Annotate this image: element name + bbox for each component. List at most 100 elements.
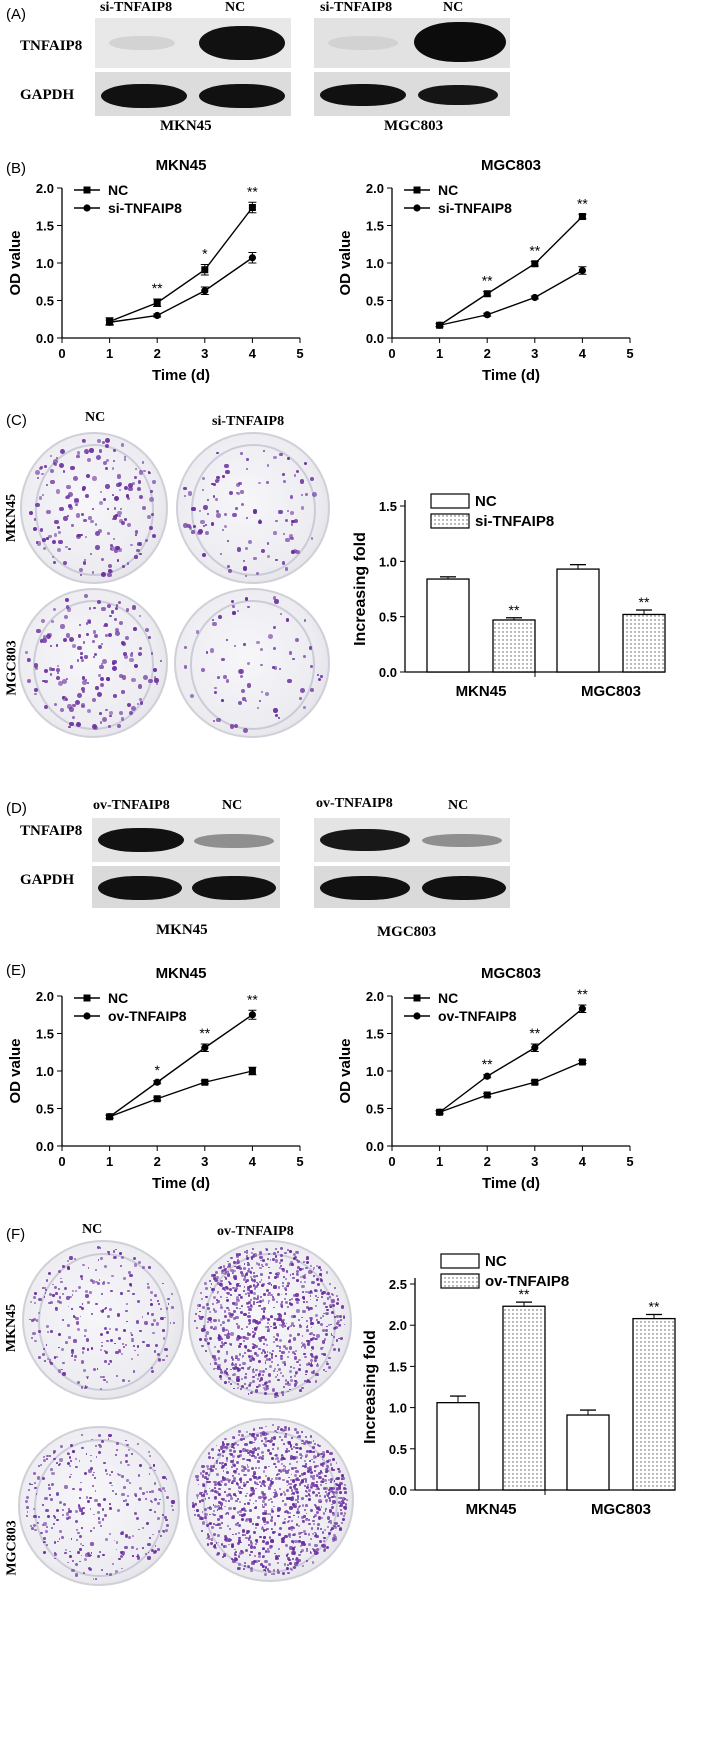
dish-rim — [34, 1438, 165, 1578]
colony-dot — [268, 634, 274, 640]
colony-dot — [60, 624, 65, 629]
colony-dot — [292, 548, 298, 554]
colony-dot — [233, 1442, 237, 1446]
colony-dot — [244, 547, 248, 551]
colony-dot — [101, 716, 107, 722]
colony-dot — [240, 1342, 243, 1345]
y-tick-label: 1.0 — [389, 1401, 407, 1416]
colony-dot — [237, 1523, 242, 1528]
colony-dot — [231, 1363, 234, 1366]
colony-dot — [317, 1487, 321, 1491]
colony-dot — [251, 1247, 255, 1251]
data-point — [201, 266, 209, 274]
colony-dot — [33, 1471, 37, 1475]
colony-dot — [204, 1507, 208, 1511]
colony-dot — [234, 723, 239, 728]
y-tick-label: 2.0 — [36, 989, 54, 1004]
colony-dot — [212, 1480, 216, 1484]
colony-dot — [122, 1378, 126, 1382]
colony-dot — [291, 1492, 294, 1495]
colony-dot — [208, 1537, 211, 1541]
colony-dot — [270, 1477, 273, 1480]
colony-dot — [48, 667, 53, 671]
colony-dot — [111, 517, 115, 521]
band — [418, 85, 498, 105]
colony-dot — [173, 1322, 176, 1325]
colony-dot — [315, 1484, 318, 1487]
colony-dot — [261, 1526, 264, 1528]
colony-dot — [93, 1368, 97, 1372]
colony-dot — [107, 1281, 110, 1284]
colony-dot — [83, 1328, 87, 1332]
colony-dot — [289, 1455, 293, 1459]
colony-dot — [61, 1348, 65, 1352]
colony-dot — [76, 451, 81, 455]
colony-dot — [316, 1277, 320, 1281]
colony-dot — [245, 1251, 249, 1254]
colony-dot — [305, 1512, 308, 1515]
colony-dot — [226, 1335, 230, 1339]
colony-dot — [282, 1571, 286, 1575]
colony-dot — [138, 614, 141, 617]
colony-dot — [256, 1300, 260, 1304]
colony-dot — [57, 525, 61, 529]
colony-dot — [245, 1372, 247, 1375]
colony-dot — [264, 1439, 268, 1443]
colony-dot — [284, 1325, 287, 1328]
colony-dot — [310, 1349, 313, 1352]
colony-dot — [300, 688, 306, 693]
colony-dot — [257, 1559, 261, 1563]
colony-dot — [269, 1258, 272, 1261]
colony-dot — [283, 1503, 288, 1507]
colony-dot — [261, 1455, 265, 1458]
colony-dot — [252, 1301, 256, 1304]
colony-dot — [111, 1484, 113, 1487]
colony-dot — [114, 606, 118, 610]
colony-dot — [230, 1480, 234, 1484]
colony-dot — [255, 1275, 258, 1277]
colony-dot — [246, 1565, 250, 1569]
colony-dot — [154, 1343, 158, 1347]
colony-dot — [277, 1570, 281, 1575]
colony-dot — [217, 1504, 221, 1508]
colony-dot — [226, 1318, 231, 1323]
colony-dot — [233, 1494, 236, 1497]
colony-dot — [205, 1492, 208, 1495]
colony-dot — [233, 1275, 237, 1279]
colony-dot — [224, 1341, 227, 1345]
colony-dot — [309, 1294, 312, 1297]
colony-dot — [183, 523, 189, 529]
colony-dot — [250, 1433, 255, 1437]
colony-dot — [234, 1548, 236, 1551]
colony-dot — [252, 1296, 256, 1300]
colony-dot — [337, 1349, 341, 1353]
colony-dot — [65, 545, 68, 549]
colony-dot — [102, 1554, 105, 1557]
colony-dot — [205, 531, 210, 536]
colony-dot — [308, 1468, 313, 1472]
colony-dot — [302, 1477, 306, 1481]
colony-dot — [89, 1291, 92, 1294]
colony-dot — [322, 1461, 326, 1465]
colony-dot — [272, 1530, 276, 1535]
colony-dot — [246, 1465, 250, 1469]
row-label-f-mkn45: MKN45 — [4, 1303, 20, 1353]
colony-dot — [259, 1296, 262, 1298]
colony-dot — [105, 438, 111, 444]
colony-dot — [222, 1450, 226, 1454]
colony-dot — [337, 1320, 341, 1324]
colony-dot — [255, 1522, 259, 1527]
colony-dot — [125, 1309, 128, 1313]
colony-dot — [303, 1459, 307, 1463]
colony-dot — [316, 1299, 319, 1302]
colony-dot — [170, 1292, 173, 1296]
significance-mark: ** — [649, 1298, 660, 1314]
colony-dot — [243, 1285, 246, 1288]
colony-dot — [91, 697, 97, 702]
colony-dot — [273, 531, 277, 535]
colony-dot — [309, 1316, 313, 1321]
colony-dot — [109, 1502, 111, 1505]
colony-dot — [263, 1485, 266, 1488]
colony-dot — [156, 1352, 160, 1356]
colony-dot — [42, 1550, 47, 1554]
